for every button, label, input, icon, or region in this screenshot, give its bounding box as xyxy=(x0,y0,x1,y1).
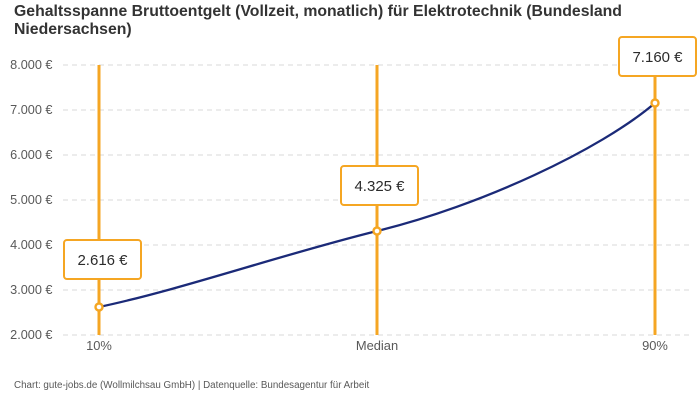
svg-text:10%: 10% xyxy=(86,338,112,353)
svg-text:6.000 €: 6.000 € xyxy=(10,148,52,162)
svg-text:2.000 €: 2.000 € xyxy=(10,328,52,342)
svg-text:4.000 €: 4.000 € xyxy=(10,238,52,252)
svg-text:7.000 €: 7.000 € xyxy=(10,103,52,117)
svg-text:5.000 €: 5.000 € xyxy=(10,193,52,207)
svg-text:90%: 90% xyxy=(642,338,668,353)
svg-text:Median: Median xyxy=(356,338,398,353)
svg-text:4.325 €: 4.325 € xyxy=(354,178,405,195)
svg-text:7.160 €: 7.160 € xyxy=(632,49,683,66)
svg-text:8.000 €: 8.000 € xyxy=(10,58,52,72)
svg-text:3.000 €: 3.000 € xyxy=(10,283,52,297)
svg-text:2.616 €: 2.616 € xyxy=(77,252,128,269)
